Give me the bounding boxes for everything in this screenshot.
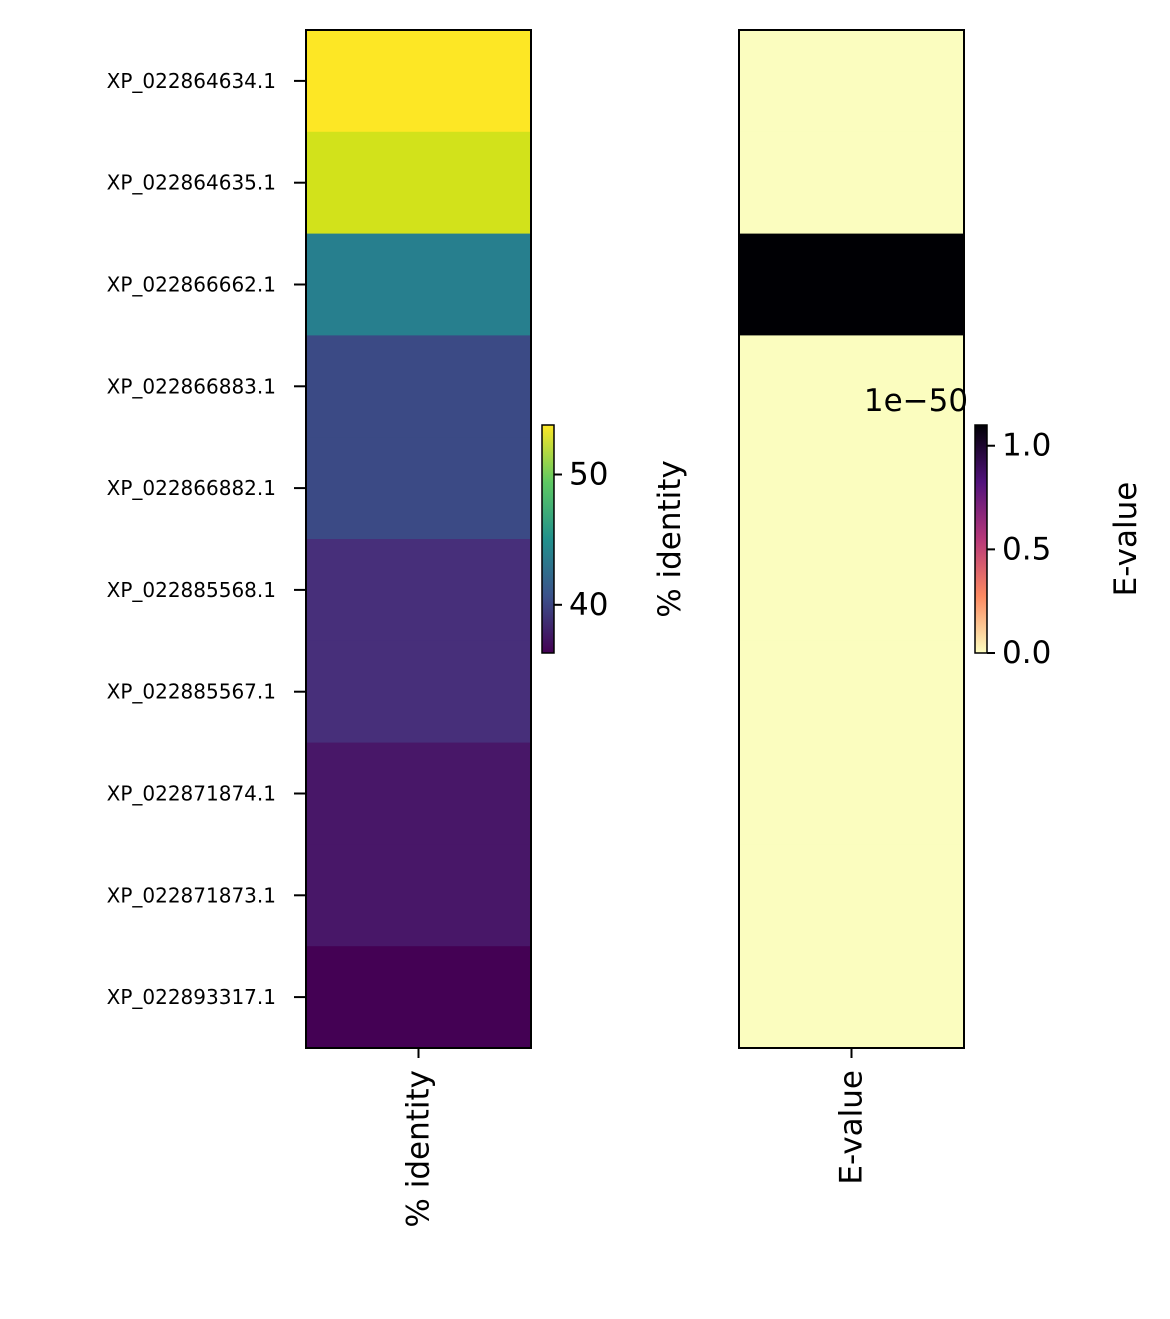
colorbar-label: E-value (1108, 482, 1144, 597)
colorbar (974, 424, 988, 654)
heatmap-cell (739, 844, 964, 947)
colorbar-tick-label: 0.5 (1002, 531, 1051, 567)
colorbar-offset-text: 1e−50 (864, 383, 968, 419)
row-label: XP_022866662.1 (107, 273, 276, 297)
column-label: E-value (834, 1070, 870, 1185)
heatmap-cell (306, 640, 531, 744)
column-label: % identity (401, 1070, 437, 1228)
row-label: XP_022866882.1 (107, 476, 276, 500)
heatmap-cell (306, 131, 531, 235)
row-label: XP_022885568.1 (107, 578, 276, 602)
colorbar-label: % identity (652, 460, 688, 618)
row-label: XP_022893317.1 (107, 985, 276, 1009)
heatmap-cell (739, 131, 964, 235)
heatmap-cell (306, 335, 531, 438)
heatmap-cell (306, 946, 531, 1049)
heatmap-cell (306, 844, 531, 947)
heatmap-cell (739, 742, 964, 845)
heatmap-cell (739, 233, 964, 336)
heatmap-cell (306, 233, 531, 336)
colorbar-tick-label: 0.0 (1002, 635, 1051, 671)
colorbar (541, 424, 555, 654)
heatmap-cell (739, 640, 964, 744)
heatmap-cell (306, 30, 531, 133)
heatmap-cell (739, 539, 964, 642)
row-label: XP_022864634.1 (107, 69, 276, 93)
colorbar-tick-label: 50 (569, 457, 608, 493)
colorbar-tick-label: 1.0 (1002, 428, 1051, 464)
heatmap-cell (739, 335, 964, 438)
heatmap-cell (306, 742, 531, 845)
row-label: XP_022864635.1 (107, 171, 276, 195)
heatmap-cell (306, 539, 531, 642)
heatmap-cell (306, 437, 531, 540)
row-label: XP_022885567.1 (107, 680, 276, 704)
row-label: XP_022871874.1 (107, 782, 276, 806)
heatmap-cell (739, 946, 964, 1049)
heatmap-cell (739, 30, 964, 133)
row-label: XP_022871873.1 (107, 883, 276, 907)
colorbar-tick-label: 40 (569, 587, 608, 623)
row-label: XP_022866883.1 (107, 374, 276, 398)
heatmap-cell (739, 437, 964, 540)
